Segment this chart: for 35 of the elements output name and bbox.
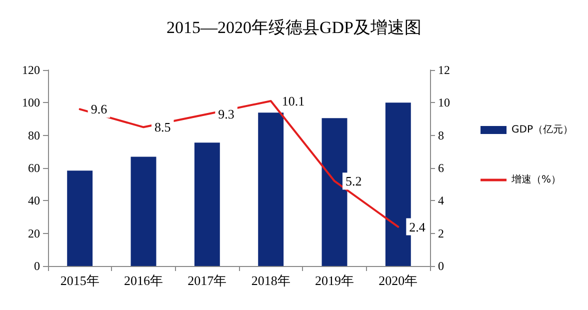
bar bbox=[385, 102, 411, 266]
y-tick-label: 60 bbox=[28, 161, 40, 175]
x-tick-label: 2015年 bbox=[60, 273, 100, 288]
data-label: 9.6 bbox=[90, 102, 108, 117]
y2-tick-label: 4 bbox=[438, 194, 444, 208]
bar bbox=[130, 156, 156, 266]
x-tick-label: 2020年 bbox=[378, 273, 418, 288]
bar bbox=[322, 118, 348, 266]
y2-tick-label: 8 bbox=[438, 128, 444, 142]
y2-tick-label: 6 bbox=[438, 161, 444, 175]
bar bbox=[194, 142, 220, 266]
data-label: 10.1 bbox=[282, 94, 305, 109]
x-tick-label: 2019年 bbox=[315, 273, 354, 288]
y-tick-label: 40 bbox=[28, 194, 40, 208]
x-tick-label: 2018年 bbox=[251, 273, 290, 288]
data-label: 8.5 bbox=[154, 120, 171, 135]
x-tick-label: 2017年 bbox=[188, 273, 227, 288]
y-tick-label: 80 bbox=[28, 128, 40, 142]
data-label: 2.4 bbox=[409, 219, 426, 234]
bar bbox=[67, 170, 93, 266]
legend-label: 增速（%） bbox=[510, 174, 562, 186]
data-label: 5.2 bbox=[346, 174, 362, 189]
bar bbox=[258, 112, 284, 266]
x-tick-label: 2016年 bbox=[124, 273, 163, 288]
y-tick-label: 120 bbox=[22, 63, 40, 77]
y2-tick-label: 12 bbox=[438, 63, 450, 77]
data-label: 9.3 bbox=[218, 106, 234, 122]
y-tick-label: 0 bbox=[34, 259, 40, 273]
y2-tick-label: 0 bbox=[438, 259, 444, 273]
chart-title: 2015—2020年绥德县GDP及增速图 bbox=[166, 18, 422, 37]
y2-tick-label: 2 bbox=[438, 226, 444, 240]
y-tick-label: 20 bbox=[28, 226, 40, 240]
legend-label: GDP（亿元） bbox=[512, 124, 574, 136]
y-tick-label: 100 bbox=[22, 96, 40, 110]
y2-tick-label: 10 bbox=[438, 96, 450, 110]
